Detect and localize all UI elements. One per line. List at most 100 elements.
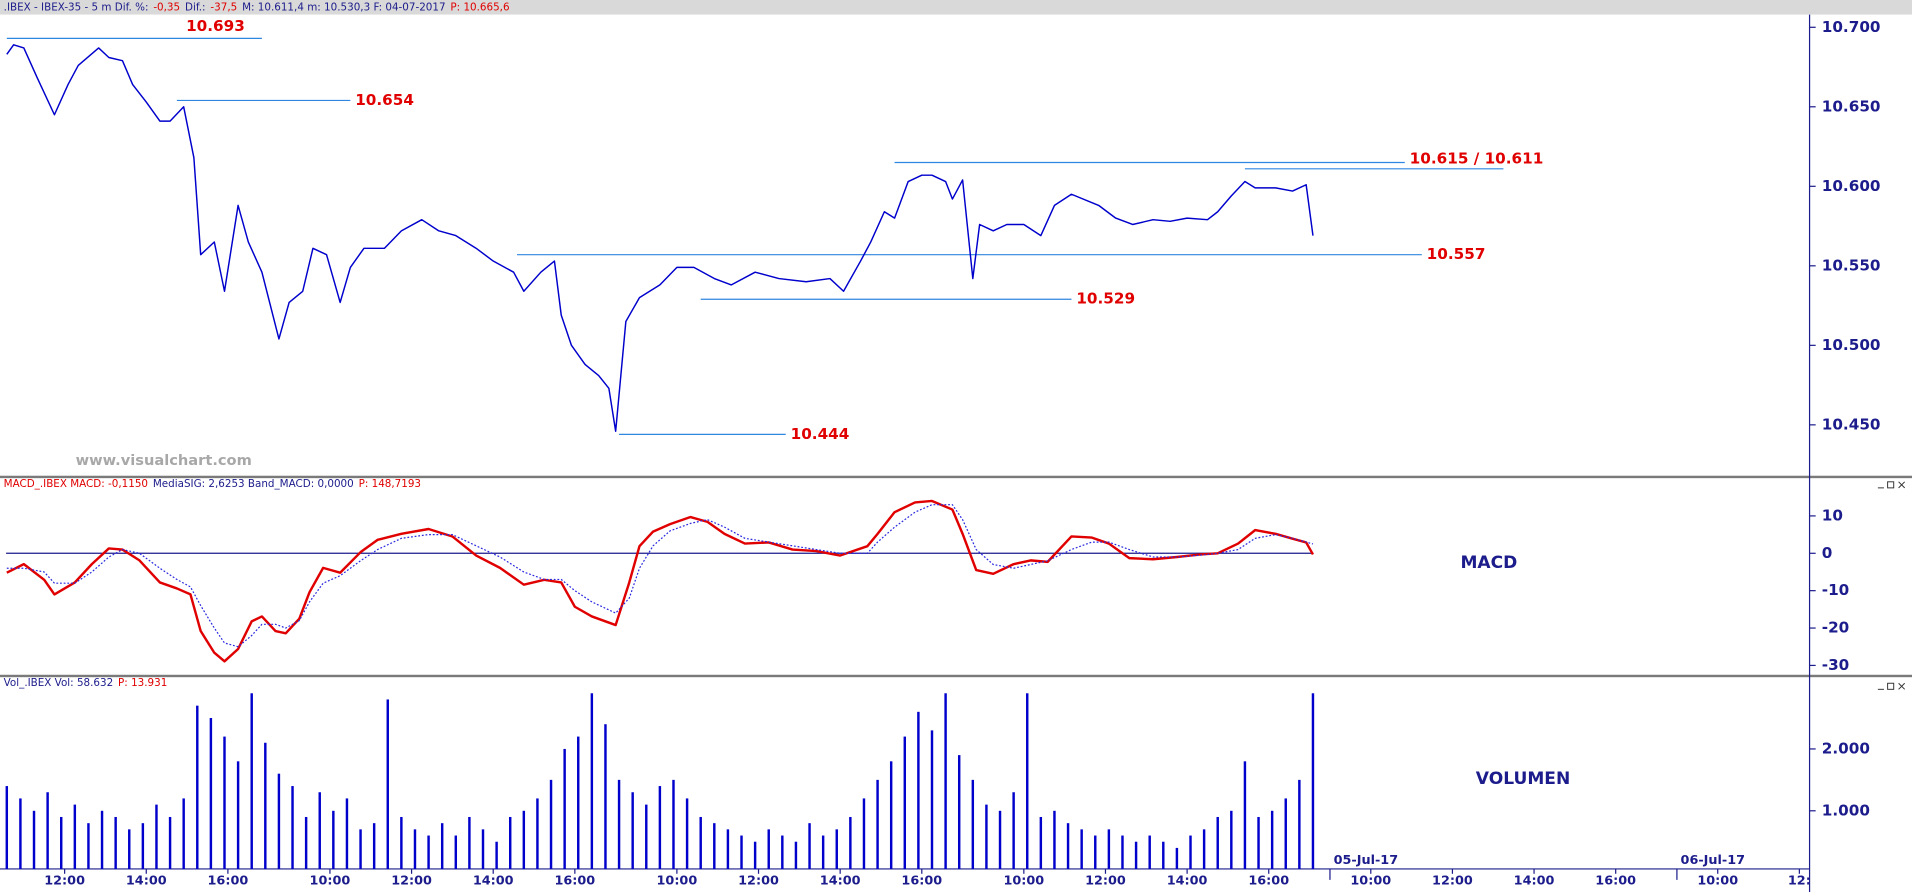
header-part: Dif.: [185,1,206,13]
volume-bar [563,748,566,869]
volume-bar [876,779,879,869]
x-tick-label: 12:00 [1085,874,1126,889]
window-controls[interactable] [1877,481,1906,690]
volume-bar [1039,816,1043,869]
volume-bar [645,804,648,869]
close[interactable] [1898,481,1906,489]
volume-bar [32,810,36,869]
volume-bar [985,804,988,869]
header-part: MACD_.IBEX MACD: -0,1150 [4,478,148,490]
x-tick-label: 10:00 [1350,874,1391,889]
watermark: www.visualchart.com [76,452,252,469]
volume-bar [1162,841,1165,869]
header-part: MediaSIG: 2,6253 Band_MACD: 0,0000 [153,478,354,490]
volume-bar [1270,810,1274,869]
volume-bar [19,798,22,869]
volume-bar [1298,779,1301,869]
header-part: P: 10.665,6 [450,1,509,13]
x-tick-label: 14:00 [820,874,861,889]
x-tick-label: 10:00 [310,874,351,889]
volume-bar [264,742,267,869]
volume-bar [73,804,77,869]
volume-bar [1134,841,1138,869]
volume-bar [209,718,213,869]
volume-bar [427,835,430,869]
volume-bar [1148,835,1151,869]
x-tick-label: 16:00 [554,874,595,889]
volume-bar [155,804,158,869]
volume-bar [577,736,580,869]
volume-bar [1053,810,1056,869]
panel-header: Vol_.IBEX Vol: 58.632 P: 13.931 [4,677,168,689]
y-tick-label: 1.000 [1822,801,1870,819]
maximize[interactable] [1887,481,1895,489]
x-tick-label: 16:00 [901,874,942,889]
y-tick-label: 10.650 [1822,97,1881,115]
y-tick-label: -10 [1822,581,1850,599]
panel-header: MACD_.IBEX MACD: -0,1150 MediaSIG: 2,6253… [4,478,421,490]
volume-bar [917,711,920,869]
volume-bar [1284,798,1287,869]
header-part: .IBEX - IBEX-35 - 5 m Dif. %: [4,1,149,13]
header-part: -37,5 [210,1,237,13]
volume-bar [100,810,104,869]
volume-bar [1012,792,1015,869]
volume-bar [536,798,539,869]
volume-bar [753,841,757,869]
volume-bar [549,779,553,869]
volume-bar [1080,829,1083,869]
y-tick-label: 10.600 [1822,177,1881,195]
volume-bar [672,779,675,869]
close[interactable] [1898,682,1906,690]
panel-separator [0,475,1912,479]
x-tick-label: 14:00 [1514,874,1555,889]
volume-bar [794,841,798,869]
x-tick-label: 16:00 [1595,874,1636,889]
volume-bar [359,829,362,869]
volume-bar [413,829,417,869]
panel-header: .IBEX - IBEX-35 - 5 m Dif. %: -0,35 Dif.: -… [4,1,510,13]
volume-bar [862,798,866,869]
x-tick-label: 10:00 [1697,874,1738,889]
volume-bar [60,816,63,869]
volume-bar [372,823,376,869]
volume-bar [971,779,975,869]
volume-bar [277,773,281,869]
volume-bar [332,810,335,869]
volume-bar [658,786,662,869]
volume-bar [930,730,934,869]
header-part: P: 148,7193 [359,478,421,490]
y-tick-label: -30 [1822,656,1850,674]
volume-bar [835,829,838,869]
level-label: 10.444 [791,425,850,443]
volume-bar [1216,816,1219,869]
volume-bar [849,816,852,869]
volume-bar [1026,693,1029,869]
macd-line [6,504,1314,648]
volume-bar [631,792,634,869]
y-tick-label: -20 [1822,619,1850,637]
x-tick-label: 12:00 [44,874,85,889]
y-tick-label: 10 [1822,506,1843,524]
volume-bar [168,816,172,869]
volume-bar [386,699,389,869]
y-tick-label: 10.700 [1822,18,1881,36]
volume-bar [1202,829,1206,869]
volume-bar [400,816,403,869]
volume-bar [889,761,893,869]
maximize[interactable] [1887,682,1895,690]
volume-bar [46,792,49,869]
volume-bar [454,835,458,869]
volume-bar [1230,810,1233,869]
volume-bar [304,816,308,869]
volume-bar [1189,835,1192,869]
panel-separator [0,674,1912,678]
header-part: M: 10.611,4 m: 10.530,3 F: 04-07-2017 [242,1,445,13]
volume-bar [726,829,730,869]
y-tick-label: 2.000 [1822,739,1870,757]
volume-bar [440,823,444,869]
volume-bar [713,823,716,869]
volume-bar [767,829,770,869]
x-tick-label: 16:00 [208,874,249,889]
y-tick-label: 10.500 [1822,336,1881,354]
